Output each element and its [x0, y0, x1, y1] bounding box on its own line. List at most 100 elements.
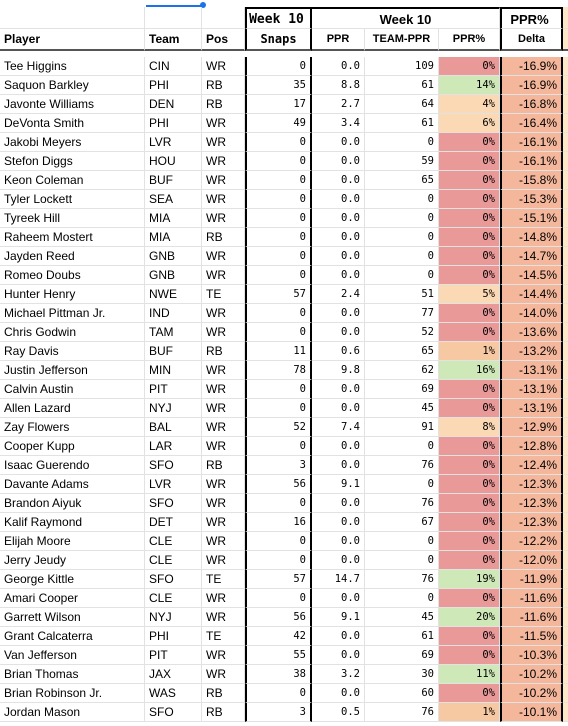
cell-snaps[interactable]: 11 [245, 342, 312, 361]
cell-ppr-pct[interactable]: 0% [439, 266, 500, 285]
cell-delta[interactable]: -13.1% [500, 361, 563, 380]
cell-snaps[interactable]: 0 [245, 437, 312, 456]
cell-player[interactable]: Kalif Raymond [0, 513, 145, 532]
cell-ppr-pct[interactable]: 0% [439, 513, 500, 532]
cell-snaps[interactable]: 55 [245, 646, 312, 665]
cell-delta[interactable]: -12.3% [500, 494, 563, 513]
cell-ppr[interactable]: 0.0 [312, 304, 365, 323]
cell-team[interactable]: SFO [145, 494, 202, 513]
header-ppr-delta-group[interactable]: PPR% [500, 7, 563, 29]
cell-snaps[interactable]: 3 [245, 456, 312, 475]
cell-ppr-pct[interactable]: 0% [439, 399, 500, 418]
cell-delta[interactable]: -16.4% [500, 114, 563, 133]
cell-ppr-pct[interactable]: 0% [439, 209, 500, 228]
cell-team-ppr[interactable]: 0 [365, 475, 439, 494]
cell-delta[interactable]: -10.1% [500, 703, 563, 722]
cell-ppr[interactable]: 0.0 [312, 323, 365, 342]
cell-ppr-pct[interactable]: 8% [439, 418, 500, 437]
cell-team[interactable]: JAX [145, 665, 202, 684]
cell-ppr[interactable]: 0.0 [312, 133, 365, 152]
cell-ppr[interactable]: 14.7 [312, 570, 365, 589]
cell-player[interactable]: Brandon Aiyuk [0, 494, 145, 513]
cell-delta[interactable]: -14.4% [500, 285, 563, 304]
cell-team-ppr[interactable]: 0 [365, 190, 439, 209]
cell-pos[interactable]: RB [202, 228, 245, 247]
cell-delta[interactable]: -15.1% [500, 209, 563, 228]
cell-team-ppr[interactable]: 0 [365, 589, 439, 608]
cell-snaps[interactable]: 0 [245, 684, 312, 703]
cell-team-ppr[interactable]: 0 [365, 209, 439, 228]
cell-ppr-pct[interactable]: 0% [439, 228, 500, 247]
cell-delta[interactable]: -12.8% [500, 437, 563, 456]
cell-delta[interactable]: -11.5% [500, 627, 563, 646]
cell-player[interactable]: Cooper Kupp [0, 437, 145, 456]
cell-delta[interactable]: -12.9% [500, 418, 563, 437]
cell-team-ppr[interactable]: 0 [365, 247, 439, 266]
cell-ppr-pct[interactable]: 0% [439, 589, 500, 608]
cell-delta[interactable]: -13.2% [500, 342, 563, 361]
cell-ppr-pct[interactable]: 0% [439, 532, 500, 551]
cell-ppr[interactable]: 2.7 [312, 95, 365, 114]
cell-ppr[interactable]: 0.0 [312, 266, 365, 285]
cell-pos[interactable]: RB [202, 456, 245, 475]
cell-player[interactable]: George Kittle [0, 570, 145, 589]
cell-pos[interactable]: WR [202, 361, 245, 380]
cell-team-ppr[interactable]: 61 [365, 627, 439, 646]
cell-ppr-pct[interactable]: 0% [439, 551, 500, 570]
cell-snaps[interactable]: 42 [245, 627, 312, 646]
cell-pos[interactable]: WR [202, 399, 245, 418]
cell-ppr[interactable]: 0.6 [312, 342, 365, 361]
cell-ppr[interactable]: 9.1 [312, 475, 365, 494]
cell-team[interactable]: TAM [145, 323, 202, 342]
cell-ppr[interactable]: 9.8 [312, 361, 365, 380]
header-cell-empty[interactable] [202, 7, 245, 29]
cell-pos[interactable]: WR [202, 380, 245, 399]
cell-team[interactable]: NYJ [145, 399, 202, 418]
cell-pos[interactable]: WR [202, 152, 245, 171]
cell-snaps[interactable]: 3 [245, 703, 312, 722]
cell-player[interactable]: Garrett Wilson [0, 608, 145, 627]
cell-team[interactable]: PHI [145, 627, 202, 646]
column-header-team-ppr[interactable]: TEAM-PPR [365, 29, 439, 51]
cell-ppr[interactable]: 0.0 [312, 152, 365, 171]
cell-snaps[interactable]: 52 [245, 418, 312, 437]
cell-ppr-pct[interactable]: 0% [439, 57, 500, 76]
cell-delta[interactable]: -15.3% [500, 190, 563, 209]
cell-snaps[interactable]: 0 [245, 133, 312, 152]
cell-player[interactable]: Raheem Mostert [0, 228, 145, 247]
cell-ppr[interactable]: 0.0 [312, 589, 365, 608]
cell-team[interactable]: PHI [145, 76, 202, 95]
cell-player[interactable]: Tyreek Hill [0, 209, 145, 228]
cell-team-ppr[interactable]: 0 [365, 228, 439, 247]
cell-team-ppr[interactable]: 0 [365, 133, 439, 152]
cell-team[interactable]: DEN [145, 95, 202, 114]
cell-team-ppr[interactable]: 59 [365, 152, 439, 171]
column-header-pos[interactable]: Pos [202, 29, 245, 51]
cell-ppr[interactable]: 0.0 [312, 57, 365, 76]
cell-ppr-pct[interactable]: 0% [439, 152, 500, 171]
cell-team-ppr[interactable]: 69 [365, 646, 439, 665]
cell-ppr[interactable]: 0.0 [312, 209, 365, 228]
cell-team-ppr[interactable]: 45 [365, 399, 439, 418]
cell-snaps[interactable]: 38 [245, 665, 312, 684]
cell-snaps[interactable]: 49 [245, 114, 312, 133]
cell-player[interactable]: Justin Jefferson [0, 361, 145, 380]
cell-team[interactable]: MIA [145, 228, 202, 247]
cell-snaps[interactable]: 0 [245, 532, 312, 551]
cell-ppr-pct[interactable]: 4% [439, 95, 500, 114]
cell-delta[interactable]: -12.4% [500, 456, 563, 475]
cell-delta[interactable]: -16.1% [500, 152, 563, 171]
cell-delta[interactable]: -11.6% [500, 589, 563, 608]
cell-ppr-pct[interactable]: 0% [439, 684, 500, 703]
cell-player[interactable]: Chris Godwin [0, 323, 145, 342]
cell-team[interactable]: MIN [145, 361, 202, 380]
cell-team[interactable]: SFO [145, 703, 202, 722]
cell-snaps[interactable]: 57 [245, 570, 312, 589]
cell-ppr[interactable]: 3.4 [312, 114, 365, 133]
cell-snaps[interactable]: 78 [245, 361, 312, 380]
cell-player[interactable]: Van Jefferson [0, 646, 145, 665]
cell-snaps[interactable]: 17 [245, 95, 312, 114]
cell-delta[interactable]: -16.9% [500, 57, 563, 76]
cell-team-ppr[interactable]: 62 [365, 361, 439, 380]
cell-pos[interactable]: WR [202, 114, 245, 133]
